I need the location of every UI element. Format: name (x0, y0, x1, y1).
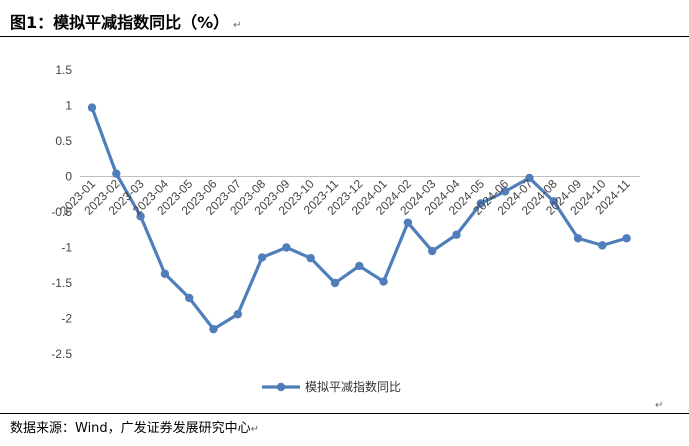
data-point (112, 169, 121, 178)
data-point (549, 197, 558, 206)
data-point (136, 212, 145, 221)
data-point (282, 243, 291, 252)
data-point (573, 234, 583, 243)
data-point (355, 261, 364, 271)
data-point (233, 310, 242, 319)
data-point (500, 187, 510, 196)
data-point (330, 278, 340, 288)
data-point (622, 234, 631, 243)
y-tick-label: -1 (61, 241, 72, 255)
y-tick-label: -2.5 (51, 347, 72, 361)
y-tick-label: -0.5 (51, 205, 72, 219)
y-tick-label: -1.5 (51, 276, 72, 290)
return-mark-icon: ↵ (655, 400, 664, 411)
data-point (306, 253, 315, 263)
y-tick-label: 0.5 (55, 134, 72, 148)
y-axis: 1.5 1 0.5 0 -0.5 -1 -1.5 -2 -2.5 (51, 63, 72, 361)
y-tick-label: 1.5 (55, 63, 72, 77)
legend-label: 模拟平减指数同比 (305, 379, 401, 394)
y-tick-label: 1 (65, 99, 72, 113)
return-mark-icon: ↵ (250, 424, 260, 435)
top-rule (0, 36, 689, 37)
data-point (428, 246, 437, 256)
data-point (476, 199, 485, 208)
data-point (403, 218, 413, 227)
series-points (87, 103, 631, 334)
data-point (160, 269, 170, 278)
legend: 模拟平减指数同比 (262, 379, 401, 394)
legend-swatch-marker (276, 382, 286, 392)
bottom-rule (0, 413, 689, 414)
line-chart: 1.5 1 0.5 0 -0.5 -1 -1.5 -2 -2.5 2023-012023-022… (51, 63, 640, 394)
data-point (185, 293, 194, 303)
data-point (209, 324, 218, 334)
x-axis: 2023-012023-022023-032023-042023-052023-… (57, 176, 633, 217)
data-point (525, 173, 534, 183)
data-point (598, 241, 607, 250)
figure-title-text: 图1：模拟平减指数同比（%） (10, 13, 230, 32)
source-text: 数据来源：Wind，广发证券发展研究中心 (10, 421, 251, 436)
return-mark-icon: ↵ (233, 20, 242, 31)
y-tick-label: -2 (61, 312, 72, 326)
data-point (452, 230, 461, 239)
figure-title: 图1：模拟平减指数同比（%） ↵ (10, 9, 242, 33)
data-point (87, 103, 97, 112)
y-tick-label: 0 (65, 170, 72, 184)
source-note: 数据来源：Wind，广发证券发展研究中心↵ (10, 417, 259, 436)
series-line (90, 107, 628, 331)
data-point (379, 277, 388, 286)
data-point (257, 253, 267, 262)
